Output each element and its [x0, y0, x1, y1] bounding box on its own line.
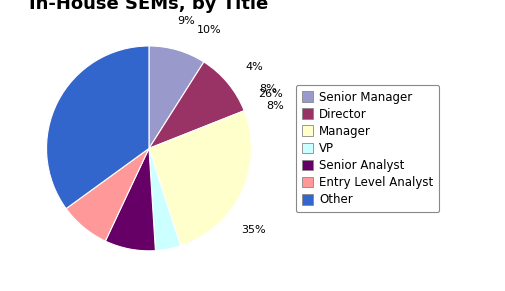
- Wedge shape: [149, 111, 251, 246]
- Text: 4%: 4%: [245, 62, 263, 72]
- Text: 10%: 10%: [197, 25, 222, 35]
- Title: In-House SEMs, by Title: In-House SEMs, by Title: [29, 0, 269, 13]
- Text: 26%: 26%: [258, 89, 283, 99]
- Text: 9%: 9%: [177, 15, 195, 26]
- Wedge shape: [106, 148, 156, 251]
- Wedge shape: [149, 46, 204, 148]
- Wedge shape: [149, 62, 244, 148]
- Wedge shape: [149, 148, 181, 251]
- Text: 8%: 8%: [259, 84, 277, 94]
- Text: 35%: 35%: [241, 226, 266, 235]
- Wedge shape: [66, 148, 149, 241]
- Text: 8%: 8%: [266, 101, 284, 111]
- Legend: Senior Manager, Director, Manager, VP, Senior Analyst, Entry Level Analyst, Othe: Senior Manager, Director, Manager, VP, S…: [296, 85, 439, 212]
- Wedge shape: [46, 46, 149, 209]
